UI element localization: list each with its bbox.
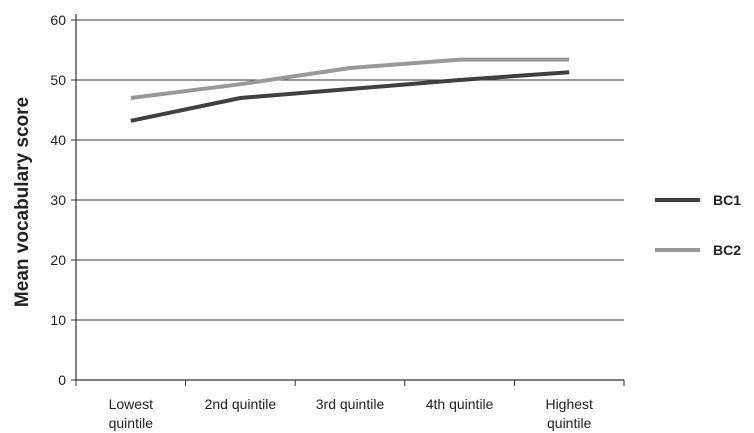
- series-lines: [130, 57, 570, 123]
- y-axis-label: Mean vocabulary score: [12, 97, 33, 307]
- x-tick-label-4: Highest quintile: [545, 396, 593, 431]
- y-tick-labels: 0 10 20 30 40 50 60: [50, 12, 66, 388]
- x-tick-label-1: 2nd quintile: [205, 396, 277, 412]
- x-tick-label-2: 3rd quintile: [316, 396, 385, 412]
- axes: [71, 14, 625, 386]
- y-tick-label-0: 0: [58, 372, 66, 388]
- series-line-bc1: [130, 70, 570, 123]
- y-tick-label-10: 10: [50, 312, 66, 328]
- series-line-bc2: [130, 57, 570, 100]
- y-tick-label-40: 40: [50, 132, 66, 148]
- y-tick-label-60: 60: [50, 12, 66, 28]
- x-tick-label-0: Lowest quintile: [109, 396, 154, 431]
- grid-lines: [76, 19, 624, 321]
- legend-label-bc1: BC1: [713, 192, 741, 208]
- legend: BC1 BC2: [655, 192, 741, 258]
- x-tick-labels: Lowest quintile 2nd quintile 3rd quintile 4t…: [109, 396, 593, 431]
- y-tick-label-20: 20: [50, 252, 66, 268]
- x-tick-label-3: 4th quintile: [426, 396, 494, 412]
- y-tick-label-50: 50: [50, 72, 66, 88]
- legend-label-bc2: BC2: [713, 242, 741, 258]
- y-tick-label-30: 30: [50, 192, 66, 208]
